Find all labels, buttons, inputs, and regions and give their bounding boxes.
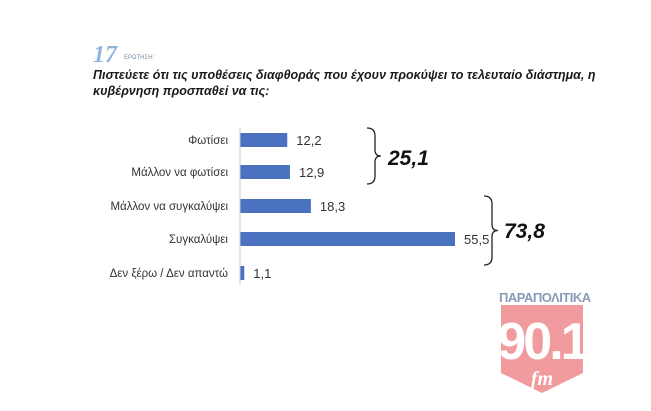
value-label: 55,5: [464, 232, 489, 247]
parapolitika-logo: ΠΑΡΑΠΟΛΙΤΙΚΑ 90.1 fm: [497, 290, 592, 398]
value-label: 12,9: [299, 165, 324, 180]
category-label: Δεν ξέρω / Δεν απαντώ: [110, 268, 228, 280]
category-label: Φωτίσει: [188, 135, 228, 147]
logo-brand: ΠΑΡΑΠΟΛΙΤΙΚΑ: [499, 290, 591, 305]
question-label: ΕΡΩΤΗΣΗ:: [124, 55, 155, 61]
bar: [240, 199, 311, 213]
bar: [240, 232, 455, 246]
value-label: 12,2: [296, 133, 321, 148]
value-label: 18,3: [320, 199, 345, 214]
group-brace: [366, 127, 382, 185]
bar: [240, 165, 290, 179]
question-number: 17: [93, 42, 117, 68]
svg-text:fm: fm: [531, 368, 553, 390]
question-text: Πιστεύετε ότι τις υποθέσεις διαφθοράς πο…: [93, 68, 596, 98]
category-label: Συγκαλύψει: [169, 234, 228, 246]
svg-text:90.1: 90.1: [499, 313, 585, 371]
group-total-label: 25,1: [387, 147, 429, 170]
bar: [240, 266, 245, 280]
bar: [240, 133, 288, 147]
category-label: Μάλλον να συγκαλύψει: [110, 201, 228, 213]
value-label: 1,1: [253, 266, 271, 281]
group-brace: [483, 195, 499, 266]
group-total-label: 73,8: [504, 220, 545, 243]
logo-shield-icon: 90.1 fm: [497, 305, 592, 393]
category-label: Μάλλον να φωτίσει: [131, 167, 228, 179]
